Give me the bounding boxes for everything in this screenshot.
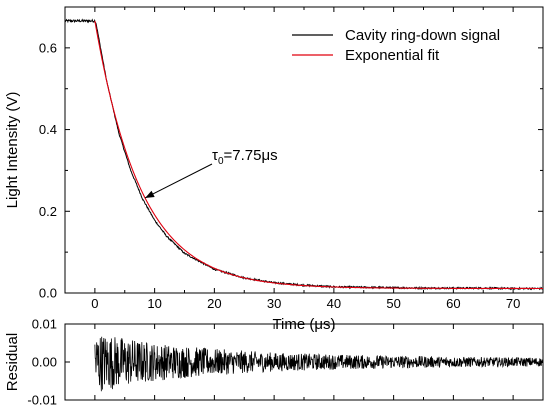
exponential-fit-line bbox=[94, 20, 543, 290]
residual-x-ticks bbox=[64, 324, 544, 400]
y-axis-title: Light Intensity (V) bbox=[4, 92, 21, 209]
main-y-ticks: 0.0 0.2 0.4 0.6 bbox=[39, 40, 543, 301]
residual-line bbox=[94, 336, 544, 392]
residual-y-axis-title: Residual bbox=[4, 333, 21, 391]
main-x-tick-label: 60 bbox=[446, 296, 460, 311]
tau-annotation-arrowhead bbox=[145, 190, 155, 198]
main-x-tick-label: 70 bbox=[506, 296, 520, 311]
main-x-tick-label: 0 bbox=[91, 296, 98, 311]
tau-annotation-arrow-line bbox=[144, 163, 213, 199]
main-y-tick-label: 0.2 bbox=[39, 204, 57, 219]
main-x-tick-label: 30 bbox=[267, 296, 281, 311]
residual-y-ticks: 0.01 0.00 -0.01 bbox=[27, 317, 543, 408]
residual-y-tick-label: -0.01 bbox=[27, 393, 57, 408]
main-y-tick-label: 0.6 bbox=[39, 40, 57, 55]
legend-label-signal: Cavity ring-down signal bbox=[345, 27, 500, 44]
main-y-tick-label: 0.0 bbox=[39, 286, 57, 301]
main-x-ticks: 0 10 20 30 40 50 60 70 bbox=[64, 7, 544, 311]
main-x-tick-label: 40 bbox=[327, 296, 341, 311]
main-plot-frame bbox=[64, 6, 544, 294]
tau-annotation: τ0=7.75μs bbox=[144, 147, 278, 199]
legend-label-fit: Exponential fit bbox=[345, 47, 440, 64]
residual-series-layer bbox=[94, 336, 544, 392]
main-x-tick-label: 50 bbox=[386, 296, 400, 311]
legend: Cavity ring-down signal Exponential fit bbox=[292, 27, 500, 64]
main-x-tick-label: 20 bbox=[207, 296, 221, 311]
ring-down-signal-line bbox=[64, 18, 544, 291]
main-x-tick-label: 10 bbox=[147, 296, 161, 311]
residual-y-tick-label: 0.01 bbox=[32, 317, 57, 332]
main-series-layer bbox=[64, 18, 544, 291]
tau-annotation-text: τ0=7.75μs bbox=[212, 147, 278, 167]
main-y-tick-label: 0.4 bbox=[39, 122, 57, 137]
x-axis-title: Time (μs) bbox=[272, 316, 335, 333]
residual-y-tick-label: 0.00 bbox=[32, 355, 57, 370]
